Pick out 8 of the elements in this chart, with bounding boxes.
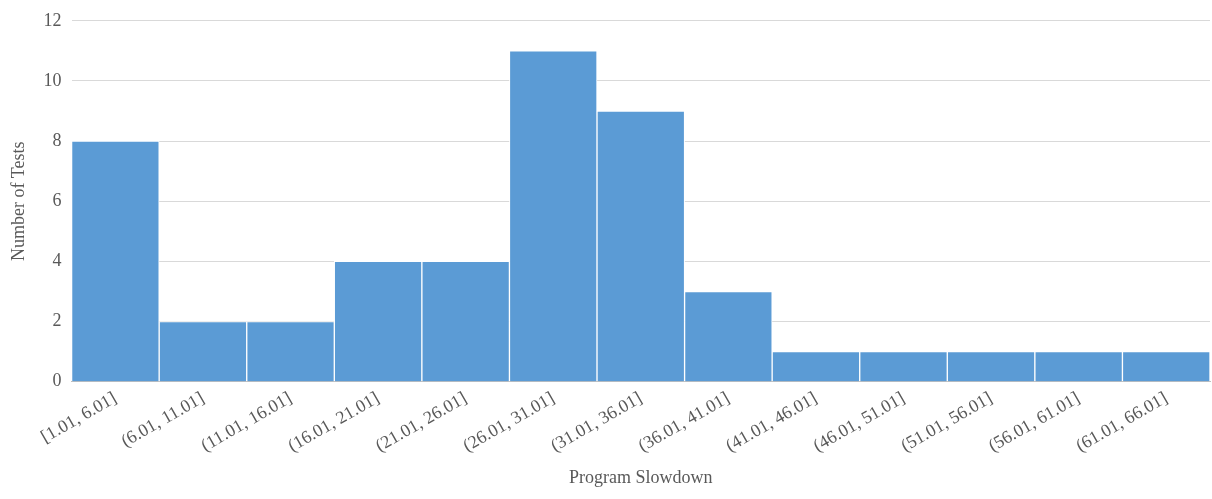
y-tick-label: 4 <box>52 250 62 271</box>
y-tick-label: 6 <box>52 189 62 210</box>
x-axis-title: Program Slowdown <box>569 466 713 487</box>
y-axis-title: Number of Tests <box>7 141 28 261</box>
y-tick-label: 12 <box>43 9 62 30</box>
y-tick-label: 8 <box>52 129 62 150</box>
y-tick-label: 2 <box>52 310 62 331</box>
y-tick-label: 10 <box>43 69 62 90</box>
